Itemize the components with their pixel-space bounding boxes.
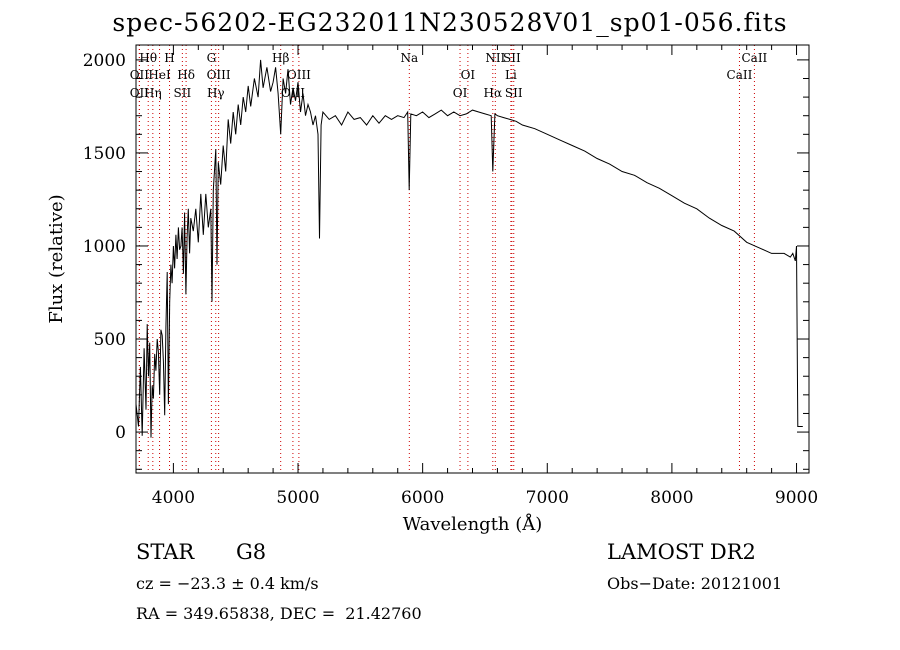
line-label: OIII — [207, 68, 231, 82]
coordinates-text: RA = 349.65838, DEC = 21.42760 — [136, 604, 422, 623]
line-label: G — [207, 51, 217, 65]
line-label: CaII — [741, 51, 767, 65]
line-label: OII — [130, 86, 150, 100]
line-label: SII — [503, 51, 521, 65]
object-class: STAR — [136, 540, 195, 564]
line-label: Hγ — [207, 86, 225, 100]
line-label: Hδ — [177, 68, 195, 82]
survey-label: LAMOST DR2 — [607, 540, 756, 564]
obs-date: Obs−Date: 20121001 — [607, 574, 783, 593]
line-label: Hβ — [272, 51, 289, 65]
y-tick-label: 0 — [115, 423, 126, 443]
line-label: SII — [174, 86, 192, 100]
line-label: Hθ — [139, 51, 157, 65]
line-label: OIII — [281, 86, 305, 100]
x-tick-label: 4000 — [152, 488, 195, 508]
x-tick-label: 5000 — [276, 488, 319, 508]
x-tick-label: 7000 — [526, 488, 569, 508]
x-axis-label: Wavelength (Å) — [403, 513, 543, 535]
line-label: Hη — [144, 86, 162, 100]
line-label: Li — [505, 68, 517, 82]
y-tick-label: 2000 — [83, 51, 126, 71]
line-label: OIII — [287, 68, 311, 82]
chart-title: spec-56202-EG232011N230528V01_sp01-056.f… — [112, 8, 788, 37]
x-tick-label: 8000 — [650, 488, 693, 508]
velocity-text: cz = −23.3 ± 0.4 km/s — [136, 574, 319, 593]
y-axis-label: Flux (relative) — [46, 194, 67, 323]
line-label: Na — [400, 51, 418, 65]
y-tick-label: 1500 — [83, 144, 126, 164]
line-label: NII — [485, 51, 505, 65]
line-label: OI — [461, 68, 476, 82]
line-label: HeI — [148, 68, 171, 82]
line-label: OI — [453, 86, 468, 100]
line-label: Hα — [484, 86, 503, 100]
y-tick-label: 1000 — [83, 237, 126, 257]
x-tick-label: 9000 — [775, 488, 818, 508]
spectrum-line-0 — [135, 59, 803, 438]
line-label: H — [164, 51, 174, 65]
line-label: CaII — [727, 68, 753, 82]
x-tick-label: 6000 — [401, 488, 444, 508]
line-label: OII — [130, 68, 150, 82]
spectral-subclass: G8 — [236, 540, 267, 564]
line-label: SII — [505, 86, 523, 100]
y-tick-label: 500 — [94, 330, 126, 350]
plot-frame — [135, 44, 810, 474]
